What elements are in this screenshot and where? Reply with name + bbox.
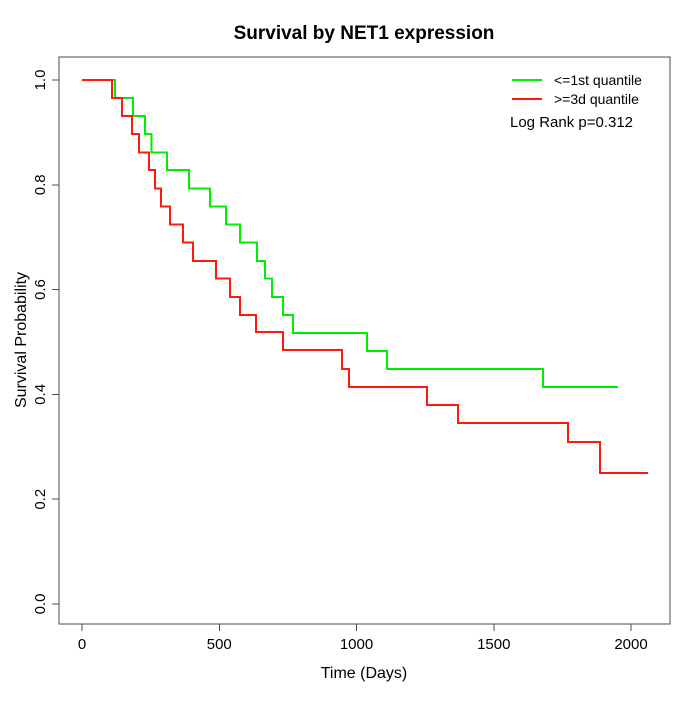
- x-tick-label: 1000: [340, 636, 373, 653]
- y-axis: 0.0 0.2 0.4 0.6 0.8 1.0: [32, 70, 59, 615]
- x-axis: 0 500 1000 1500 2000: [78, 624, 648, 653]
- x-tick-label: 0: [78, 636, 86, 653]
- y-tick-label: 1.0: [32, 70, 49, 91]
- legend-label-third-quantile: >=3d quantile: [554, 91, 639, 107]
- km-curve-third-quantile: [82, 79, 649, 474]
- y-axis-label: Survival Probability: [13, 272, 30, 408]
- plot-box: [58, 56, 671, 625]
- y-tick-label: 0.6: [32, 279, 49, 300]
- x-axis-label: Time (Days): [321, 665, 408, 682]
- x-tick-label: 1500: [477, 636, 510, 653]
- km-curve-first-quantile: [82, 79, 619, 389]
- y-tick-label: 0.2: [32, 489, 49, 510]
- chart-title: Survival by NET1 expression: [234, 23, 495, 44]
- y-tick-label: 0.8: [32, 174, 49, 195]
- y-tick-label: 0.4: [32, 384, 49, 405]
- x-tick-label: 2000: [614, 636, 647, 653]
- y-tick-label: 0.0: [32, 594, 49, 615]
- x-tick-label: 500: [207, 636, 232, 653]
- legend: <=1st quantile >=3d quantile Log Rank p=…: [510, 72, 642, 131]
- legend-label-first-quantile: <=1st quantile: [554, 72, 642, 88]
- log-rank-annotation: Log Rank p=0.312: [510, 114, 633, 131]
